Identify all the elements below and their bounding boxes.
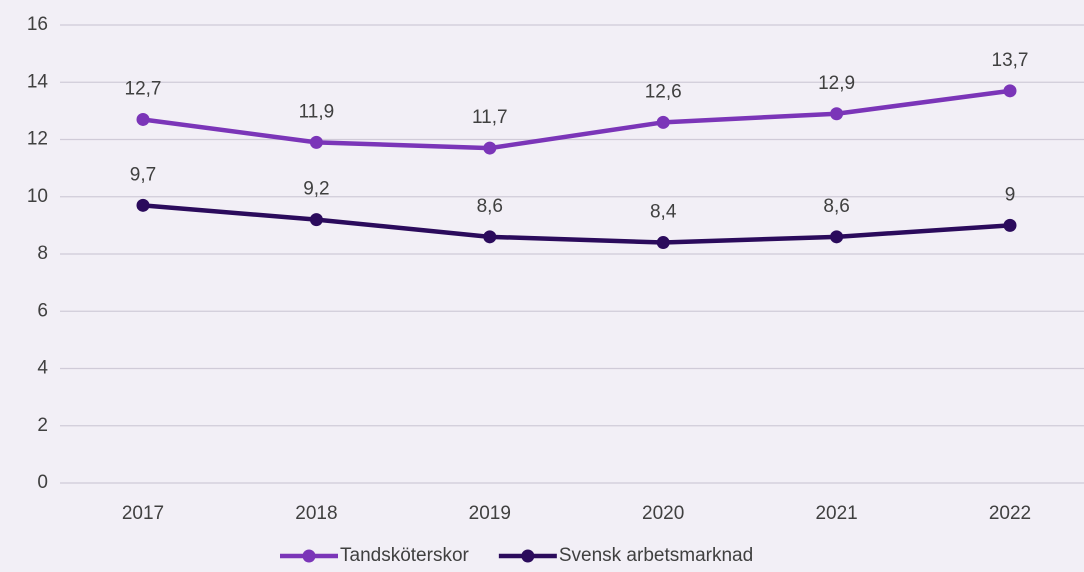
y-tick-label: 10: [27, 186, 48, 207]
y-tick-label: 2: [37, 415, 48, 436]
y-tick-label: 6: [37, 300, 48, 321]
data-point: [309, 213, 323, 227]
y-tick-label: 14: [27, 71, 49, 92]
data-point: [136, 112, 150, 126]
legend-label: Svensk arbetsmarknad: [559, 545, 753, 566]
x-tick-label: 2020: [642, 503, 684, 524]
data-point: [309, 135, 323, 149]
data-label: 9,2: [303, 179, 329, 200]
legend-label: Tandsköterskor: [340, 545, 470, 566]
legend-marker: [521, 549, 535, 563]
series-line: [142, 203, 1011, 245]
x-tick-label: 2018: [295, 503, 337, 524]
data-label: 12,9: [818, 73, 855, 94]
data-label: 8,4: [650, 202, 677, 223]
data-point: [1003, 218, 1017, 232]
y-tick-label: 12: [27, 129, 48, 150]
data-point: [483, 141, 497, 155]
data-point: [656, 115, 670, 129]
data-point: [136, 198, 150, 212]
data-label: 11,9: [299, 101, 335, 122]
data-point: [1003, 84, 1017, 98]
data-label: 13,7: [992, 50, 1029, 71]
y-tick-label: 4: [37, 358, 48, 379]
data-label: 8,6: [477, 196, 503, 217]
data-label: 9,7: [130, 164, 156, 185]
data-label: 12,6: [645, 81, 682, 102]
x-tick-label: 2019: [469, 503, 511, 524]
y-tick-label: 16: [27, 14, 48, 35]
data-label: 12,7: [125, 78, 162, 99]
x-tick-label: 2022: [989, 503, 1031, 524]
data-point: [483, 230, 497, 244]
data-label: 11,7: [472, 107, 508, 128]
y-tick-label: 8: [37, 243, 48, 264]
x-tick-label: 2017: [122, 503, 164, 524]
data-point: [830, 230, 844, 244]
legend-marker: [302, 549, 316, 563]
data-point: [656, 236, 670, 250]
series-line: [142, 88, 1011, 151]
data-label: 8,6: [823, 196, 849, 217]
data-label: 9: [1005, 184, 1016, 205]
x-tick-label: 2021: [815, 503, 857, 524]
data-point: [830, 107, 844, 121]
y-tick-label: 0: [37, 472, 48, 493]
